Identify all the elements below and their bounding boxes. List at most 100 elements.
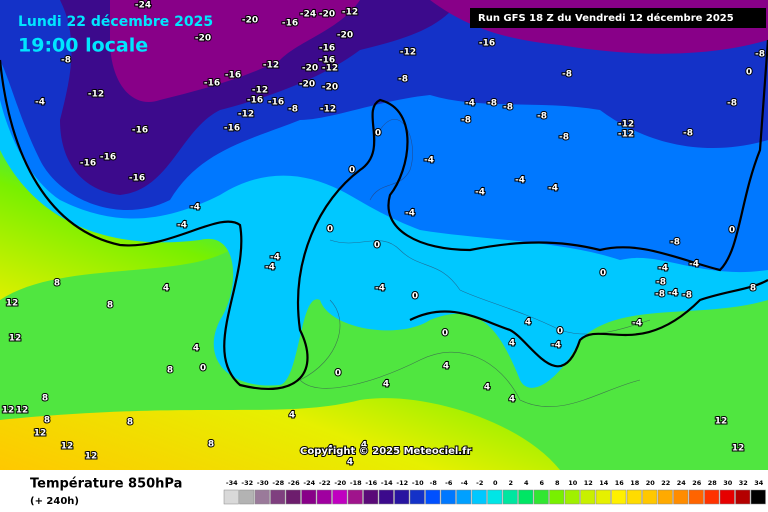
contour-label: 0	[746, 68, 752, 78]
contour-label: -8	[461, 116, 471, 126]
contour-label: -4	[265, 263, 275, 273]
contour-label: -8	[562, 70, 572, 80]
legend-tick-label: 4	[524, 479, 529, 487]
contour-label: -16	[319, 44, 335, 54]
contour-label: 8	[167, 366, 173, 376]
contour-label: -12	[322, 64, 338, 74]
run-info: Run GFS 18 Z du Vendredi 12 décembre 202…	[478, 12, 734, 24]
legend-tick-label: 28	[708, 479, 718, 487]
legend-swatch	[580, 489, 596, 505]
contour-label: -12	[88, 90, 104, 100]
legend-swatch	[363, 489, 379, 505]
contour-label: 8	[750, 284, 756, 294]
contour-label: -4	[658, 264, 668, 274]
contour-label: 0	[327, 225, 333, 235]
legend-swatch	[409, 489, 425, 505]
legend-tick-label: 14	[599, 479, 609, 487]
contour-label: -20	[242, 16, 258, 26]
contour-label: 8	[208, 440, 214, 450]
contour-label: -20	[302, 64, 318, 74]
contour-label: -8	[656, 278, 666, 288]
legend-swatch	[657, 489, 673, 505]
contour-label: -8	[755, 50, 765, 60]
contour-label: 12	[715, 417, 728, 427]
contour-label: -20	[337, 31, 353, 41]
run-box	[470, 8, 766, 28]
copyright: Copyright © 2025 Meteociel.fr	[300, 446, 471, 457]
contour-label: -8	[398, 75, 408, 85]
legend-tick-label: 0	[493, 479, 498, 487]
contour-label: 0	[335, 369, 341, 379]
contour-label: 12	[732, 444, 745, 454]
legend-tick-label: -16	[365, 479, 377, 487]
contour-label: 4	[383, 380, 389, 390]
contour-label: 8	[54, 279, 60, 289]
legend-swatch	[611, 489, 627, 505]
contour-label: -4	[465, 99, 475, 109]
contour-label: -8	[655, 290, 665, 300]
contour-label: 8	[44, 416, 50, 426]
contour-label: -16	[319, 56, 335, 66]
legend-tick-label: -12	[396, 479, 408, 487]
contour-label: -12	[342, 8, 358, 18]
contour-label: 12	[85, 452, 98, 462]
contour-label: -8	[503, 103, 513, 113]
legend-tick-label: -32	[241, 479, 253, 487]
contour-label: -4	[668, 289, 678, 299]
legend-swatch	[688, 489, 704, 505]
contour-label: -4	[177, 221, 187, 231]
contour-label: 0	[600, 269, 606, 279]
legend-tick-label: 6	[539, 479, 544, 487]
contour-label: -24	[135, 1, 151, 11]
legend-swatch	[502, 489, 518, 505]
legend-swatch	[347, 489, 363, 505]
contour-label: -4	[551, 341, 561, 351]
legend-tick-label: 2	[508, 479, 513, 487]
contour-label: -4	[190, 203, 200, 213]
forecast-date: Lundi 22 décembre 2025	[18, 14, 213, 30]
contour-label: 4	[509, 339, 515, 349]
legend-swatch	[378, 489, 394, 505]
legend-tick-label: -2	[476, 479, 483, 487]
contour-label: -4	[270, 253, 280, 263]
contour-label: -8	[537, 112, 547, 122]
contour-label: -12	[320, 105, 336, 115]
legend-swatch	[595, 489, 611, 505]
legend-tick-label: 18	[630, 479, 640, 487]
legend-tick-label: -18	[350, 479, 362, 487]
contour-label: -16	[225, 71, 241, 81]
contour-label: -16	[224, 124, 240, 134]
contour-label: -8	[682, 291, 692, 301]
legend-swatch	[487, 489, 503, 505]
color-legend: -34 -32 -30 -28 -26 -24 -22 -20 -18 -16 -14 -12 -10-…	[223, 479, 766, 505]
contour-label: 12	[2, 406, 15, 416]
contour-label: -8	[670, 238, 680, 248]
contour-label: -24	[300, 10, 316, 20]
legend-swatch	[564, 489, 580, 505]
contour-label: -16	[100, 153, 116, 163]
contour-label: -8	[288, 105, 298, 115]
legend-swatch	[533, 489, 549, 505]
contour-label: -16	[479, 39, 495, 49]
legend-swatch	[471, 489, 487, 505]
contour-label: -16	[129, 174, 145, 184]
contour-label: -4	[689, 260, 699, 270]
legend-swatch	[642, 489, 658, 505]
contour-label: -20	[319, 10, 335, 20]
contour-label: 0	[729, 226, 735, 236]
legend-swatch	[626, 489, 642, 505]
contour-label: -20	[299, 80, 315, 90]
contour-label: 4	[163, 284, 169, 294]
legend-swatch	[673, 489, 689, 505]
lead-time: (+ 240h)	[30, 496, 79, 507]
contour-label: -8	[727, 99, 737, 109]
contour-label: 4	[361, 441, 367, 451]
contour-label: -8	[61, 56, 71, 66]
legend-swatch	[549, 489, 565, 505]
legend-tick-label: 24	[677, 479, 687, 487]
contour-label: -4	[548, 184, 558, 194]
legend-tick-label: -10	[412, 479, 424, 487]
legend-tick-label: -14	[381, 479, 393, 487]
